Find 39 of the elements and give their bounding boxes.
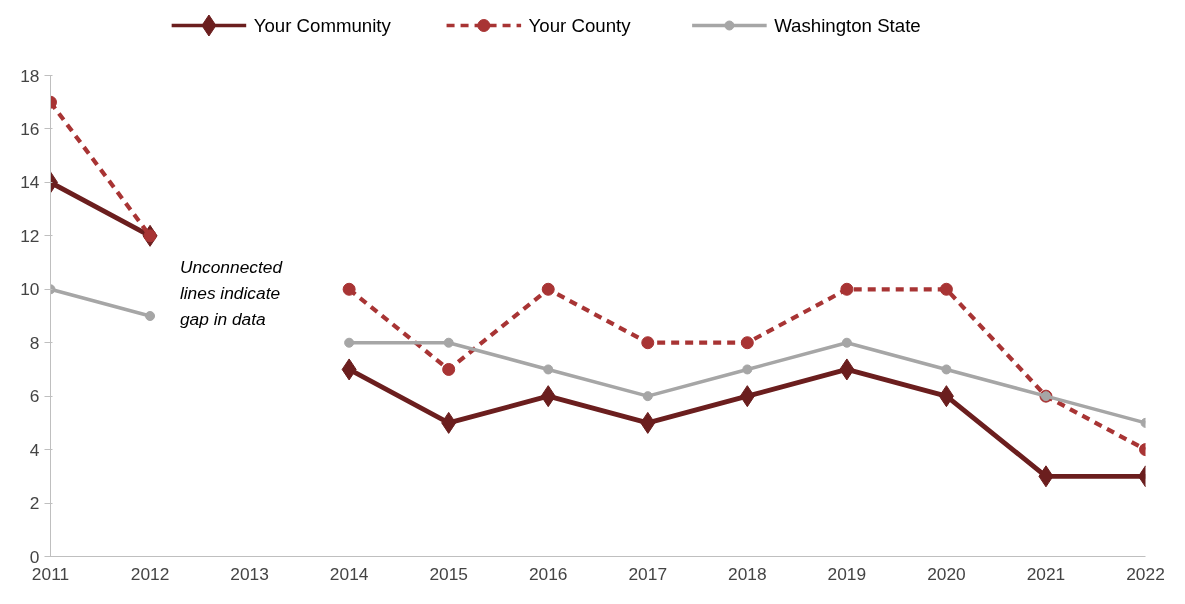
x-tick-label: 2014 (329, 563, 369, 584)
x-tick-label: 2012 (130, 563, 170, 584)
x-tick-label: 2017 (628, 563, 668, 584)
point (342, 282, 356, 296)
annotation: Unconnected lines indicate gap in data (179, 257, 284, 330)
point (642, 391, 653, 402)
point (543, 364, 554, 375)
y-tick-label: 14 (20, 172, 40, 193)
y-tick-label: 8 (29, 332, 40, 353)
y-tick-label: 2 (29, 493, 40, 514)
x-tick-label: 2018 (728, 563, 767, 584)
x-tick-label: 2016 (528, 563, 568, 584)
x-tick-label: 2019 (827, 563, 867, 584)
legend-label: Your Community (253, 15, 392, 36)
x-tick-label: 2020 (927, 563, 966, 584)
x-tick-label: 2015 (429, 563, 468, 584)
point (443, 337, 454, 348)
x-tick-label: 2021 (1026, 563, 1066, 584)
point (939, 282, 953, 296)
x-tick-label: 2013 (230, 563, 269, 584)
point (641, 336, 655, 350)
point (442, 362, 456, 376)
y-tick-label: 6 (29, 386, 40, 407)
point (145, 311, 156, 321)
y-tick-label: 4 (29, 439, 40, 460)
legend-label: Your County (528, 15, 632, 36)
point (941, 364, 952, 375)
point (740, 336, 754, 350)
point (742, 364, 753, 375)
y-tick-label: 10 (20, 279, 40, 300)
point (840, 282, 854, 296)
y-tick-label: 12 (20, 225, 40, 246)
legend-label: Washington State (774, 15, 921, 36)
point (541, 282, 555, 296)
y-tick-label: 18 (20, 65, 40, 86)
point (841, 337, 852, 348)
point (344, 337, 355, 348)
y-tick-label: 16 (20, 118, 40, 139)
x-tick-label: 2022 (1126, 563, 1165, 584)
